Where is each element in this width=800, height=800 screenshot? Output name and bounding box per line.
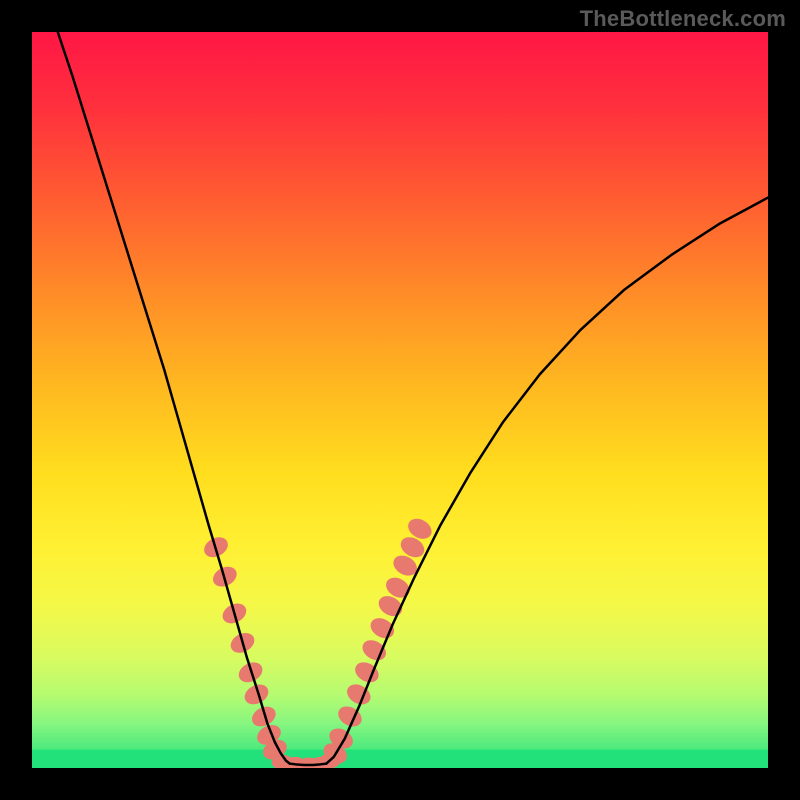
curve-right	[326, 198, 768, 764]
data-point-blob	[368, 615, 397, 642]
curve-left	[58, 32, 290, 764]
plot-curves-layer	[0, 0, 800, 800]
watermark-text: TheBottleneck.com	[580, 6, 786, 32]
chart-stage: TheBottleneck.com	[0, 0, 800, 800]
data-point-blob	[344, 681, 373, 708]
